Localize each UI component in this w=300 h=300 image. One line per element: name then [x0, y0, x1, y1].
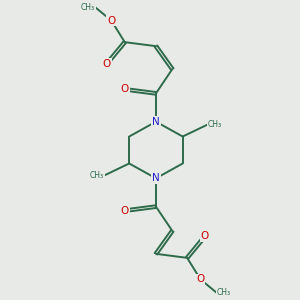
- Text: O: O: [196, 274, 205, 284]
- Text: CH₃: CH₃: [90, 171, 104, 180]
- Text: O: O: [121, 206, 129, 216]
- Text: CH₃: CH₃: [81, 3, 95, 12]
- Text: O: O: [107, 16, 116, 26]
- Text: O: O: [103, 59, 111, 69]
- Text: N: N: [152, 173, 160, 183]
- Text: CH₃: CH₃: [208, 120, 222, 129]
- Text: CH₃: CH₃: [217, 288, 231, 297]
- Text: O: O: [121, 84, 129, 94]
- Text: O: O: [201, 231, 209, 241]
- Text: N: N: [152, 117, 160, 127]
